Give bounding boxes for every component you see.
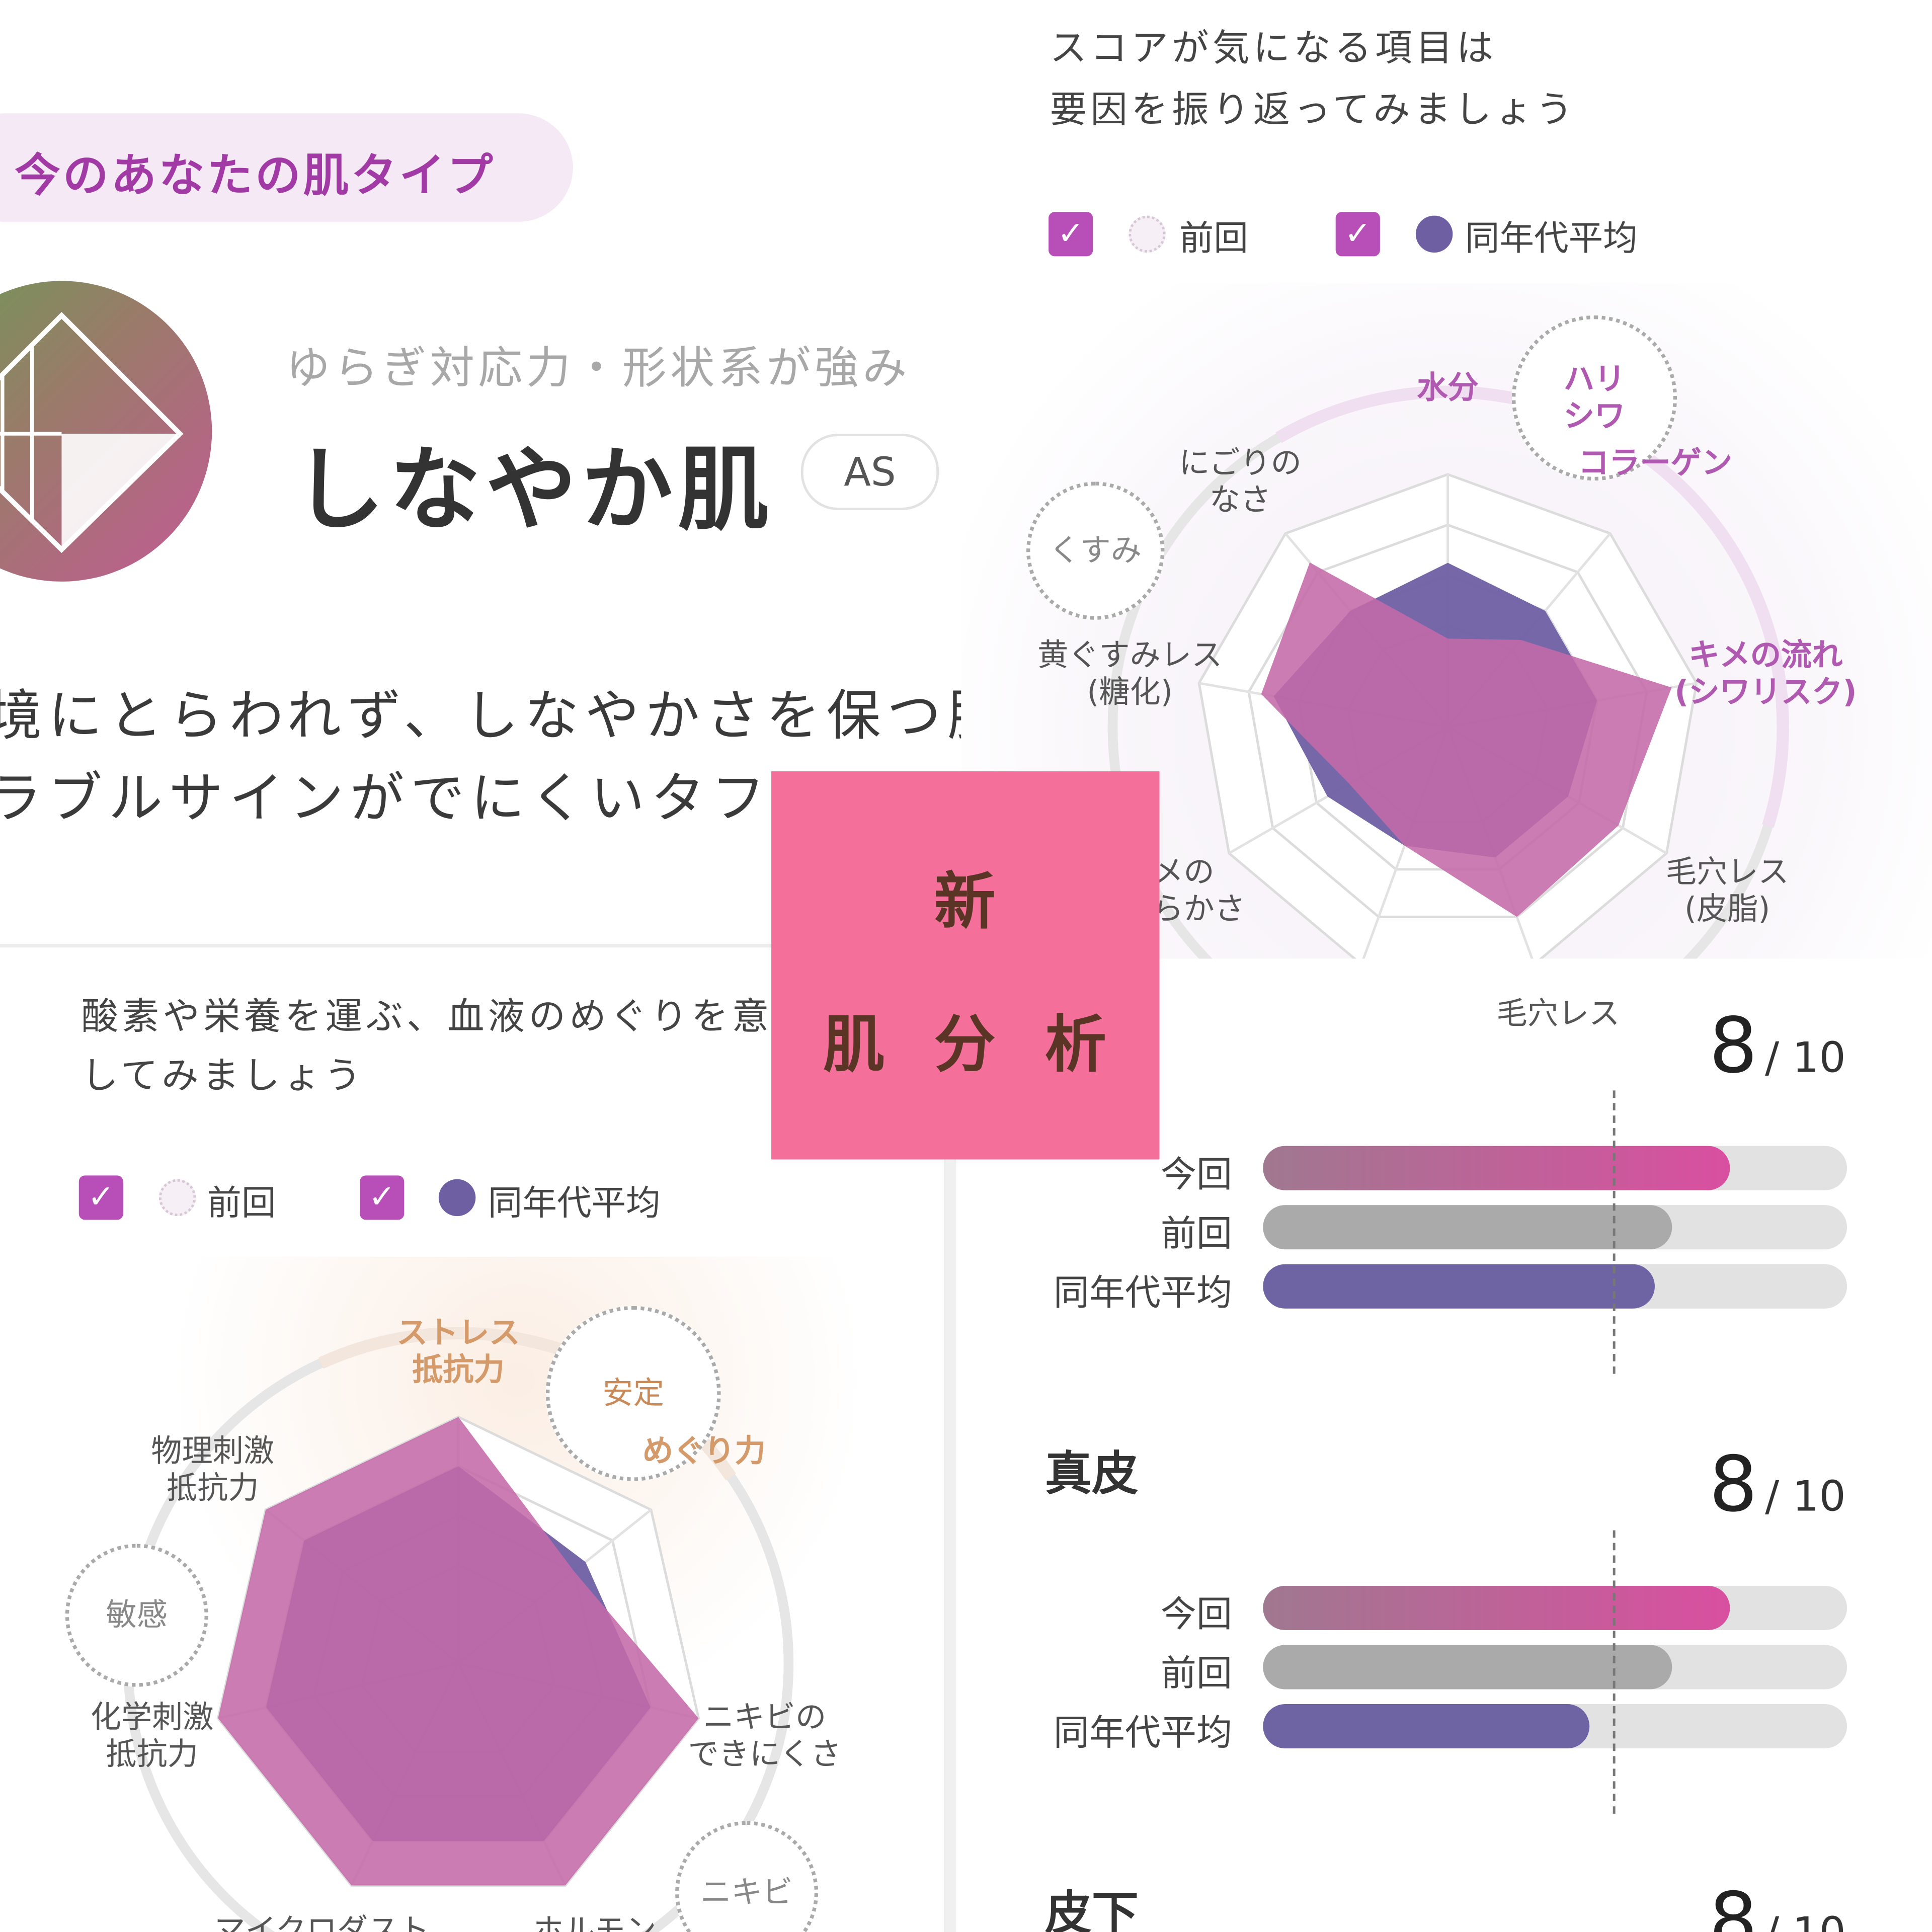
legend-label: 同年代平均 bbox=[488, 1183, 661, 1224]
legend-label: 前回 bbox=[207, 1183, 276, 1224]
bar-label: 同年代平均 bbox=[1053, 1271, 1232, 1314]
section-score: 8 / 10 bbox=[1709, 1875, 1846, 1932]
pill-label: 今のあなたの肌タイプ bbox=[15, 149, 496, 202]
badge-char: 析 bbox=[1044, 1009, 1107, 1081]
score-bar bbox=[1263, 1205, 1847, 1250]
previous-checkbox[interactable]: ✓ bbox=[1049, 212, 1093, 257]
axis-label: にごりの なさ bbox=[1179, 445, 1302, 518]
axis-label: マイクロダスト bbox=[214, 1912, 430, 1932]
skin-type-pill: 今のあなたの肌タイプ bbox=[0, 113, 573, 222]
score-denominator: / 10 bbox=[1765, 1472, 1846, 1522]
badge-char: 新 bbox=[934, 866, 996, 938]
previous-legend-icon bbox=[158, 1179, 196, 1217]
section-score: 8/ 10 bbox=[1709, 1439, 1846, 1529]
axis-label: コラーゲン bbox=[1578, 445, 1733, 481]
skin-type-title: しなやか肌 bbox=[293, 437, 774, 544]
intro-text: してみましょう bbox=[81, 1055, 365, 1098]
axis-label: 黄ぐすみレス (糖化) bbox=[1037, 636, 1223, 709]
legend-label: 前回 bbox=[1179, 218, 1248, 259]
badge-char: 肌 bbox=[823, 1009, 885, 1081]
skin-type-subtitle: ゆらぎ対応力・形状系が強み bbox=[286, 344, 911, 394]
score-value: 8 bbox=[1709, 1000, 1758, 1091]
grid-ring bbox=[1247, 523, 1648, 918]
section-title: 真皮 bbox=[1044, 1446, 1139, 1501]
score-bar bbox=[1263, 1146, 1847, 1190]
legend-label: 同年代平均 bbox=[1465, 218, 1638, 259]
score-bar bbox=[1263, 1645, 1847, 1689]
section-title: 皮下 bbox=[1044, 1886, 1139, 1932]
reference-line bbox=[1613, 1530, 1616, 1814]
bar-label: 今回 bbox=[1160, 1593, 1232, 1635]
axis-label: 化学刺激 抵抗力 bbox=[90, 1699, 214, 1772]
bar-label: 前回 bbox=[1160, 1212, 1232, 1255]
score-bar bbox=[1263, 1704, 1847, 1749]
average-legend-icon bbox=[1415, 215, 1453, 253]
reference-line bbox=[1613, 1090, 1616, 1374]
previous-legend-icon bbox=[1129, 215, 1166, 253]
axis-label: 毛穴レス (皮脂) bbox=[1665, 854, 1789, 927]
skin-type-badge: AS bbox=[800, 434, 939, 510]
skin-type-logo-icon bbox=[0, 281, 212, 582]
score-bar bbox=[1263, 1264, 1847, 1309]
new-skin-analysis-badge: 新 肌 分 析 bbox=[771, 771, 1160, 1160]
circle-sensitive[interactable]: 敏感 bbox=[65, 1544, 208, 1687]
score-bar-fill bbox=[1263, 1146, 1730, 1190]
previous-checkbox[interactable]: ✓ bbox=[78, 1175, 123, 1220]
series-current bbox=[1261, 562, 1672, 917]
score-bar-fill bbox=[1263, 1585, 1730, 1631]
series-current bbox=[218, 1417, 699, 1886]
divider bbox=[0, 943, 937, 948]
score-bar-fill bbox=[1263, 1704, 1590, 1749]
bar-label: 同年代平均 bbox=[1053, 1711, 1232, 1753]
dermis-radar-chart bbox=[1107, 385, 1789, 959]
score-bar bbox=[1263, 1585, 1847, 1631]
score-bar-fill bbox=[1263, 1264, 1654, 1309]
score-denominator: / 10 bbox=[1765, 1909, 1845, 1932]
average-checkbox[interactable]: ✓ bbox=[360, 1175, 405, 1220]
axis-label: めぐり力 bbox=[642, 1433, 766, 1469]
score-value: 8 bbox=[1709, 1439, 1758, 1530]
score-bar-fill bbox=[1263, 1645, 1672, 1689]
axis-label: 毛穴レス bbox=[1496, 996, 1620, 1032]
axis-label: 物理刺激 抵抗力 bbox=[151, 1433, 275, 1506]
axis-label: ニキビの できにくさ bbox=[688, 1699, 842, 1772]
average-checkbox[interactable]: ✓ bbox=[1335, 212, 1380, 257]
circle-hari-shiwa[interactable]: ハリ シワ bbox=[1511, 315, 1677, 481]
axis-label: ストレス 抵抗力 bbox=[396, 1315, 520, 1388]
circulation-radar-chart bbox=[123, 1327, 793, 1932]
intro-text: スコアが気になる項目は bbox=[1050, 27, 1497, 70]
score-denominator: / 10 bbox=[1765, 1033, 1846, 1083]
badge-char: 分 bbox=[934, 1009, 996, 1081]
axis-label: ホルモン bbox=[533, 1912, 657, 1932]
intro-text: 酸素や栄養を運ぶ、血液のめぐりを意 bbox=[81, 995, 773, 1039]
section-score: 8/ 10 bbox=[1709, 1001, 1846, 1091]
intro-text: 要因を振り返ってみましょう bbox=[1050, 89, 1577, 132]
score-value: 8 bbox=[1709, 1875, 1758, 1932]
bar-label: 前回 bbox=[1160, 1652, 1232, 1695]
ring-highlight bbox=[1275, 385, 1789, 828]
axis-label: キメの流れ (シワリスク) bbox=[1674, 636, 1857, 709]
average-legend-icon bbox=[438, 1179, 476, 1217]
axis-label: 水分 bbox=[1417, 369, 1479, 406]
score-bar-fill bbox=[1263, 1205, 1672, 1250]
description-line: ラブルサインがでにくいタフな肌 bbox=[0, 767, 893, 831]
circle-acne[interactable]: ニキビ bbox=[675, 1821, 819, 1932]
circle-kusumi[interactable]: くすみ bbox=[1026, 481, 1165, 620]
circle-stable[interactable]: 安定 bbox=[545, 1306, 721, 1481]
description-line: 境にとらわれず、しなやかさを保つ肌 bbox=[0, 685, 961, 748]
bar-label: 今回 bbox=[1160, 1153, 1232, 1195]
